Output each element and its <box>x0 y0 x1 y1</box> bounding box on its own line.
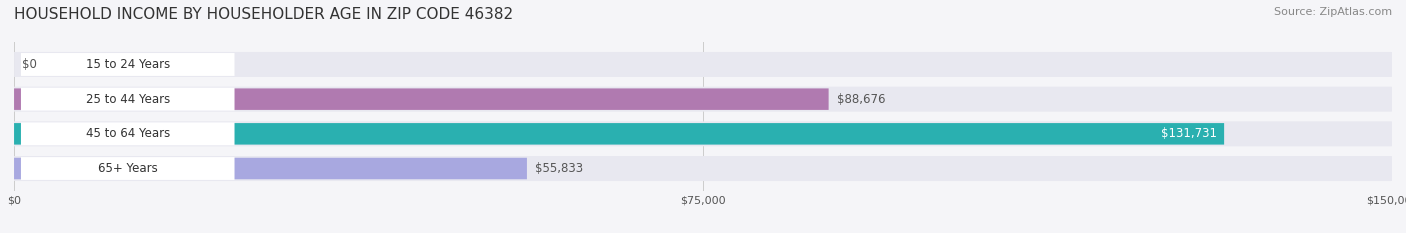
FancyBboxPatch shape <box>21 88 235 111</box>
Text: 25 to 44 Years: 25 to 44 Years <box>86 93 170 106</box>
Text: HOUSEHOLD INCOME BY HOUSEHOLDER AGE IN ZIP CODE 46382: HOUSEHOLD INCOME BY HOUSEHOLDER AGE IN Z… <box>14 7 513 22</box>
Text: $88,676: $88,676 <box>837 93 886 106</box>
Text: Source: ZipAtlas.com: Source: ZipAtlas.com <box>1274 7 1392 17</box>
FancyBboxPatch shape <box>14 121 1392 146</box>
Text: 45 to 64 Years: 45 to 64 Years <box>86 127 170 140</box>
Text: 65+ Years: 65+ Years <box>98 162 157 175</box>
FancyBboxPatch shape <box>14 52 1392 77</box>
FancyBboxPatch shape <box>21 53 235 76</box>
Text: 15 to 24 Years: 15 to 24 Years <box>86 58 170 71</box>
FancyBboxPatch shape <box>21 122 235 145</box>
FancyBboxPatch shape <box>14 123 1225 145</box>
FancyBboxPatch shape <box>14 88 828 110</box>
Text: $55,833: $55,833 <box>536 162 583 175</box>
FancyBboxPatch shape <box>21 157 235 180</box>
Text: $0: $0 <box>22 58 37 71</box>
FancyBboxPatch shape <box>14 156 1392 181</box>
FancyBboxPatch shape <box>14 87 1392 112</box>
FancyBboxPatch shape <box>14 158 527 179</box>
Text: $131,731: $131,731 <box>1161 127 1218 140</box>
